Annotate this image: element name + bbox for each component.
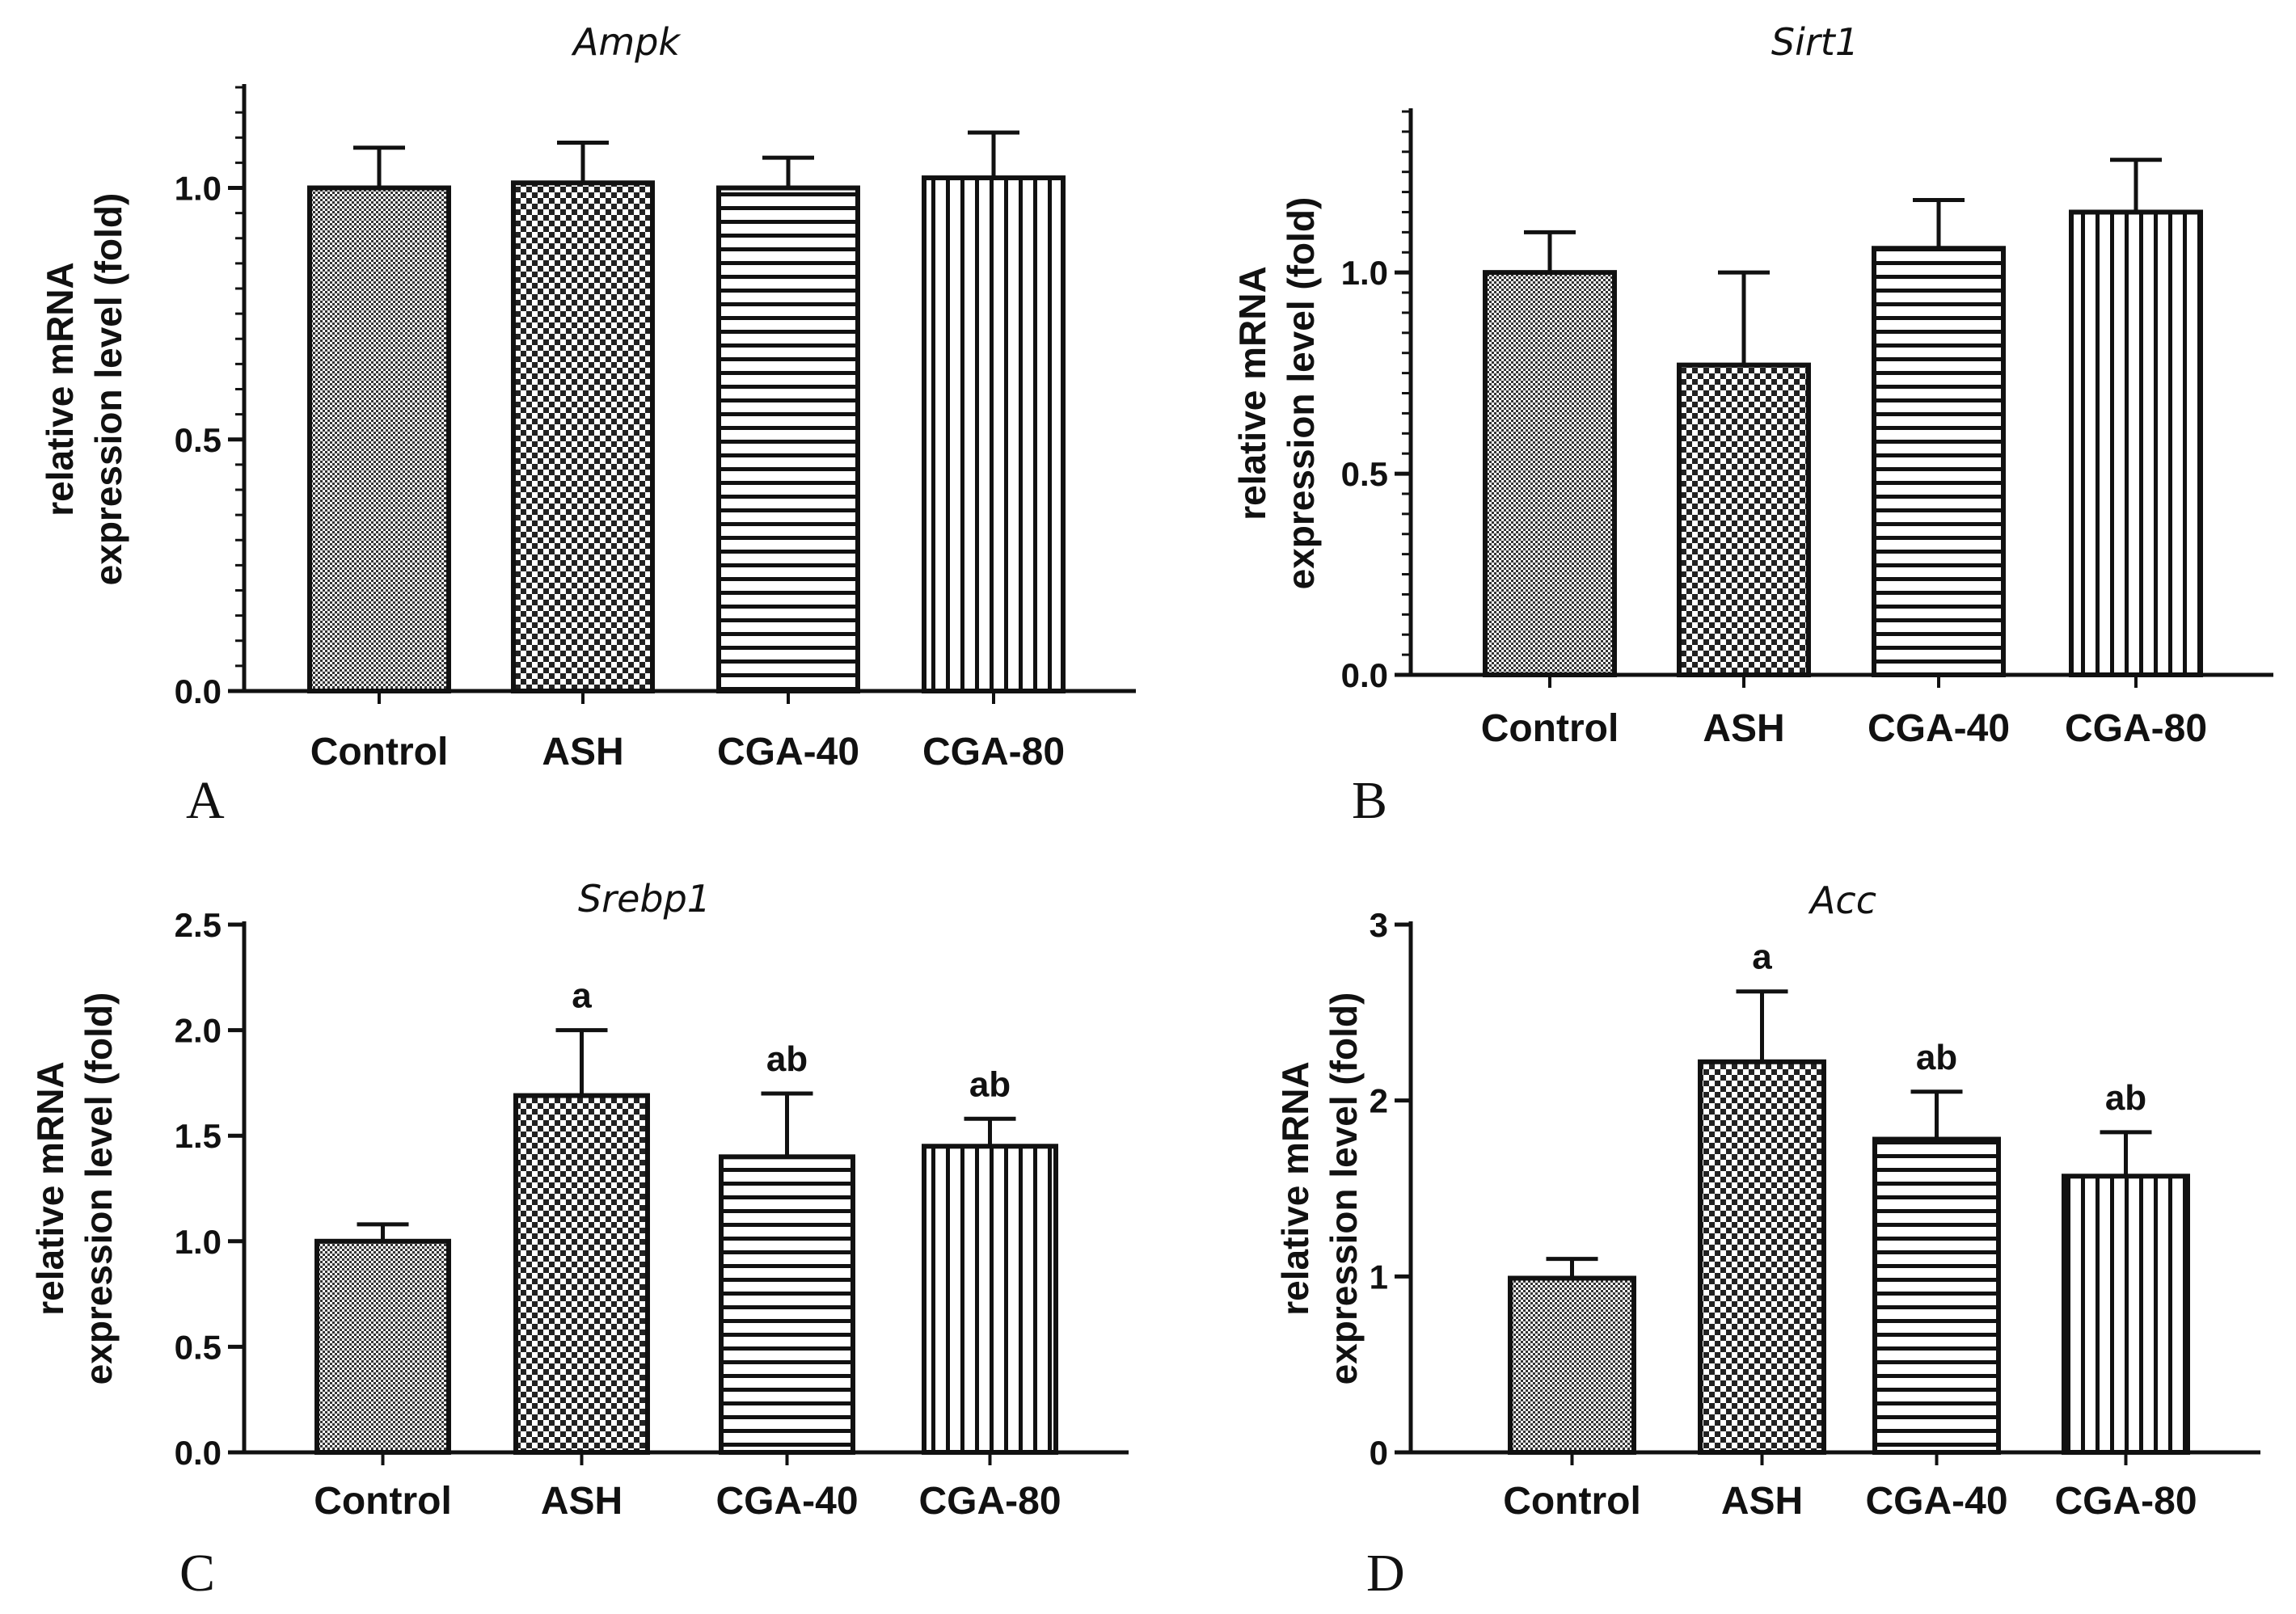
panel-d-ylabel-line1: relative mRNA	[1274, 1061, 1316, 1315]
panel-c-category-label: CGA-80	[918, 1480, 1061, 1523]
panel-a-category-label: ASH	[542, 731, 623, 773]
panel-b-bar-ash	[1677, 362, 1811, 677]
panel-c-bar-ash	[513, 1093, 650, 1456]
panel-d-bar-cga-80	[2062, 1174, 2190, 1455]
panel-b-category-label: Control	[1481, 707, 1619, 750]
panel-b-bar-control	[1483, 270, 1617, 677]
panel-a-category-label: CGA-40	[717, 731, 859, 773]
panel-d-letter: D	[1366, 1544, 1405, 1603]
panel-c: Srebp1 relative mRNA expression level (fol…	[29, 877, 1129, 1603]
panel-d-y-tick-label: 0	[1370, 1434, 1388, 1472]
panel-b-title: Sirt1	[1771, 20, 1859, 64]
panel-c-y-tick-label: 1.5	[175, 1117, 222, 1155]
panel-a-bar-cga-40	[716, 185, 860, 693]
panel-d-category-label: CGA-80	[2054, 1480, 2197, 1523]
panel-a: Ampk relative mRNA expression level (fold)…	[39, 20, 1136, 830]
panel-c-y-tick-label: 0.0	[175, 1434, 222, 1472]
panel-b-bar-cga-80	[2069, 209, 2203, 677]
panel-c-y-tick-label: 0.5	[175, 1328, 222, 1366]
panel-c-annotation: ab	[969, 1064, 1011, 1104]
panel-c-y-tick-label: 2.0	[175, 1012, 222, 1050]
panel-a-category-label: Control	[310, 731, 449, 773]
panel-c-category-label: Control	[314, 1480, 452, 1523]
panel-a-letter: A	[186, 771, 225, 830]
panel-b: Sirt1 relative mRNA expression level (fold…	[1231, 20, 2273, 830]
panel-c-bar-control	[314, 1238, 451, 1456]
panel-c-annotation: ab	[766, 1039, 808, 1079]
panel-d: Acc relative mRNA expression level (fold) 0…	[1274, 879, 2260, 1603]
panel-a-y-tick-label: 1.0	[175, 170, 222, 208]
panel-d-annotation: a	[1752, 938, 1772, 977]
panel-c-y-tick-label: 2.5	[175, 906, 222, 944]
panel-a-category-label: CGA-80	[922, 731, 1065, 773]
panel-b-category-label: CGA-80	[2065, 707, 2207, 750]
panel-a-ylabel-line1: relative mRNA	[39, 262, 81, 516]
panel-c-title: Srebp1	[578, 877, 711, 921]
panel-d-y-tick-label: 2	[1370, 1082, 1388, 1120]
panel-c-bar-cga-40	[719, 1154, 855, 1455]
panel-c-bar-cga-80	[922, 1144, 1058, 1455]
panel-b-ylabel-line2: expression level (fold)	[1280, 197, 1322, 590]
panel-a-y-tick-label: 0.0	[175, 672, 222, 710]
panel-d-ylabel-line2: expression level (fold)	[1323, 992, 1365, 1385]
panel-d-annotation: ab	[1916, 1038, 1957, 1077]
panel-b-y-tick-label: 0.5	[1341, 455, 1388, 493]
panel-b-category-label: ASH	[1703, 707, 1784, 750]
panel-c-annotation: a	[572, 976, 592, 1016]
panel-a-bar-cga-80	[922, 175, 1066, 694]
panel-c-y-tick-label: 1.0	[175, 1223, 222, 1261]
panel-a-ylabel-line2: expression level (fold)	[87, 193, 129, 586]
panel-c-ylabel-line2: expression level (fold)	[78, 992, 120, 1385]
panel-d-bar-control	[1508, 1275, 1636, 1456]
panel-d-category-label: Control	[1503, 1480, 1641, 1523]
panel-a-bar-ash	[511, 180, 655, 693]
panel-b-category-label: CGA-40	[1868, 707, 2010, 750]
panel-d-category-label: CGA-40	[1865, 1480, 2007, 1523]
panel-d-y-tick-label: 3	[1370, 906, 1388, 944]
panel-a-y-tick-label: 0.5	[175, 421, 222, 459]
panel-d-category-label: ASH	[1721, 1480, 1803, 1523]
panel-d-y-tick-label: 1	[1370, 1258, 1388, 1296]
panel-b-bar-cga-40	[1872, 246, 2006, 677]
panel-c-category-label: ASH	[541, 1480, 623, 1523]
panel-b-y-tick-label: 0.0	[1341, 656, 1388, 694]
panel-d-bar-cga-40	[1872, 1136, 2001, 1455]
panel-b-letter: B	[1352, 771, 1387, 830]
panel-b-ylabel-line1: relative mRNA	[1231, 266, 1273, 520]
panel-a-title: Ampk	[571, 20, 682, 64]
panel-c-category-label: CGA-40	[715, 1480, 858, 1523]
panel-c-letter: C	[179, 1544, 215, 1603]
panel-d-bar-ash	[1698, 1059, 1826, 1456]
panel-c-ylabel-line1: relative mRNA	[29, 1061, 71, 1315]
panel-b-y-tick-label: 1.0	[1341, 254, 1388, 292]
panel-a-bar-control	[307, 185, 451, 693]
panel-d-annotation: ab	[2105, 1078, 2146, 1118]
panel-d-title: Acc	[1808, 879, 1876, 922]
